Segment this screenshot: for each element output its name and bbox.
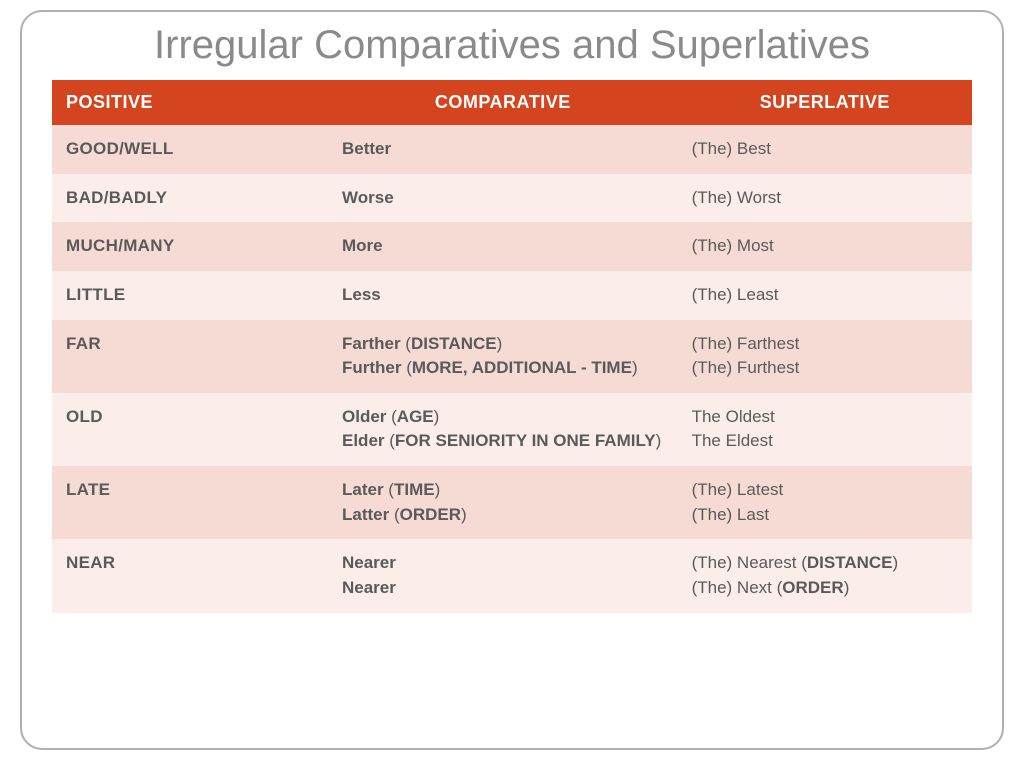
cell-comparative: Older (age)Elder (for seniority in one f… xyxy=(328,393,678,466)
cell-superlative: The OldestThe Eldest xyxy=(678,393,972,466)
cell-positive: Old xyxy=(52,393,328,466)
grammar-table: Positive Comparative Superlative Good/We… xyxy=(52,80,972,613)
cell-comparative: More xyxy=(328,222,678,271)
page-title: Irregular Comparatives and Superlatives xyxy=(52,22,972,68)
header-comparative: Comparative xyxy=(328,80,678,125)
table-row: OldOlder (age)Elder (for seniority in on… xyxy=(52,393,972,466)
cell-positive: Bad/Badly xyxy=(52,174,328,223)
cell-positive: Little xyxy=(52,271,328,320)
table-row: FarFarther (distance)Further (more, addi… xyxy=(52,320,972,393)
slide-frame: Irregular Comparatives and Superlatives … xyxy=(20,10,1004,750)
table-row: Much/ManyMore(The) Most xyxy=(52,222,972,271)
table-row: NearNearerNearer(The) Nearest (distance)… xyxy=(52,539,972,612)
cell-positive: Far xyxy=(52,320,328,393)
cell-comparative: Worse xyxy=(328,174,678,223)
cell-superlative: (The) Nearest (distance)(The) Next (orde… xyxy=(678,539,972,612)
header-positive: Positive xyxy=(52,80,328,125)
table-header-row: Positive Comparative Superlative xyxy=(52,80,972,125)
cell-superlative: (The) Worst xyxy=(678,174,972,223)
cell-superlative: (The) Best xyxy=(678,125,972,174)
cell-comparative: Less xyxy=(328,271,678,320)
cell-comparative: Later (time)Latter (order) xyxy=(328,466,678,539)
cell-superlative: (The) Farthest(The) Furthest xyxy=(678,320,972,393)
table-row: Bad/BadlyWorse(The) Worst xyxy=(52,174,972,223)
cell-positive: Much/Many xyxy=(52,222,328,271)
table-row: LateLater (time)Latter (order)(The) Late… xyxy=(52,466,972,539)
cell-comparative: Better xyxy=(328,125,678,174)
cell-superlative: (The) Least xyxy=(678,271,972,320)
cell-comparative: NearerNearer xyxy=(328,539,678,612)
cell-positive: Late xyxy=(52,466,328,539)
cell-superlative: (The) Most xyxy=(678,222,972,271)
header-superlative: Superlative xyxy=(678,80,972,125)
table-row: LittleLess(The) Least xyxy=(52,271,972,320)
table-row: Good/WellBetter(The) Best xyxy=(52,125,972,174)
cell-positive: Near xyxy=(52,539,328,612)
cell-superlative: (The) Latest(The) Last xyxy=(678,466,972,539)
cell-comparative: Farther (distance)Further (more, additio… xyxy=(328,320,678,393)
cell-positive: Good/Well xyxy=(52,125,328,174)
